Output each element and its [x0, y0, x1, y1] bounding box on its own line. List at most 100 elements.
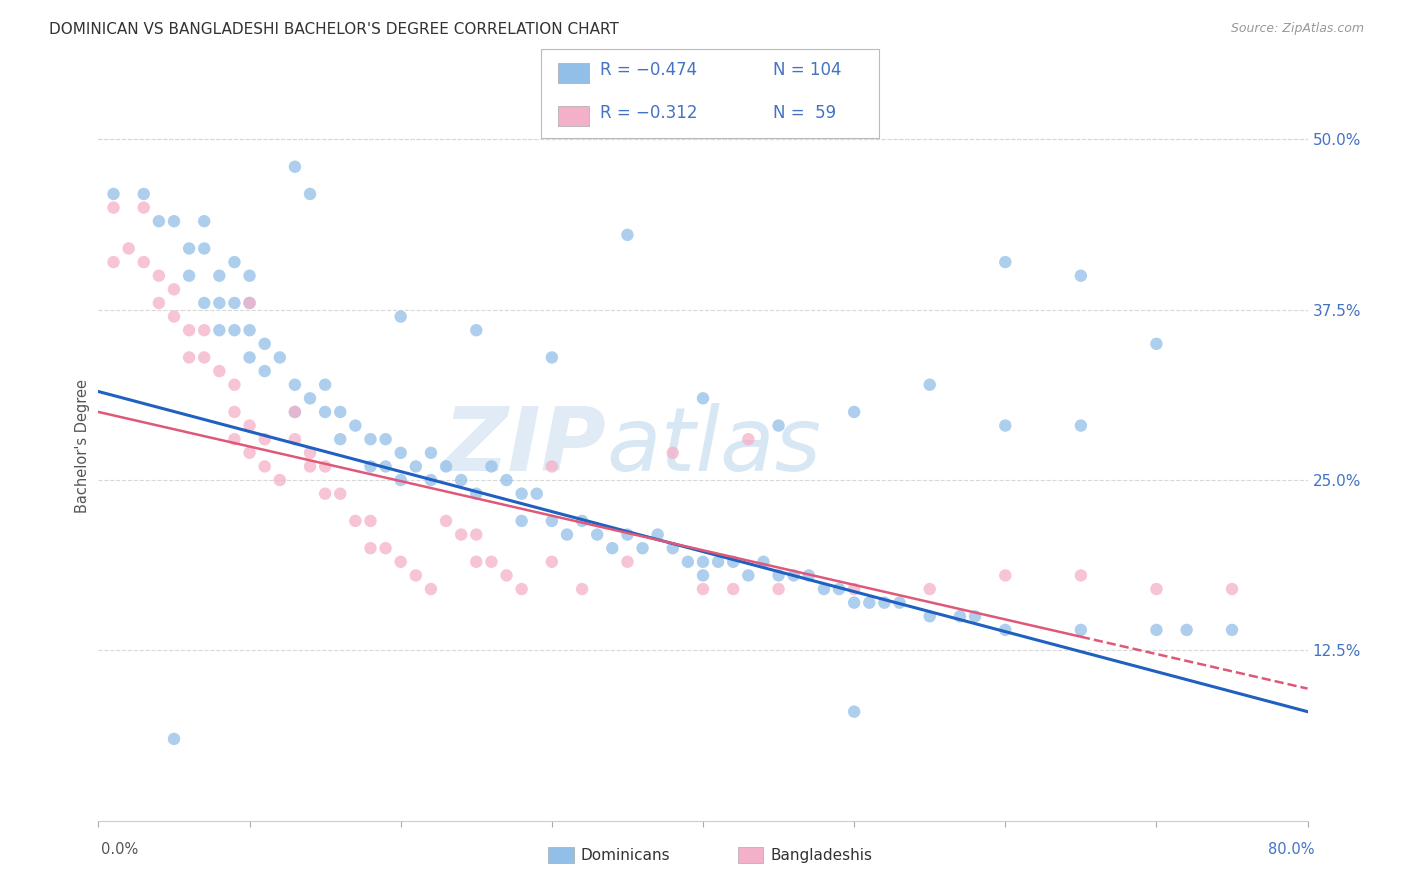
Text: atlas: atlas: [606, 403, 821, 489]
Point: [768, 582, 790, 596]
Point: [329, 486, 352, 500]
Point: [723, 582, 745, 596]
Point: [103, 255, 125, 269]
Point: [132, 186, 155, 201]
Point: [103, 186, 125, 201]
Point: [253, 459, 276, 474]
Point: [389, 555, 412, 569]
Point: [889, 596, 911, 610]
Point: [510, 486, 533, 500]
Point: [163, 214, 186, 228]
Point: [676, 555, 699, 569]
Point: [481, 555, 503, 569]
Point: [239, 296, 262, 310]
Point: [420, 473, 443, 487]
Point: [450, 473, 472, 487]
Point: [495, 568, 517, 582]
Point: [844, 596, 866, 610]
Point: [450, 527, 472, 541]
Point: [299, 446, 322, 460]
Point: [768, 418, 790, 433]
Point: [299, 392, 322, 406]
Point: [434, 459, 457, 474]
Text: R = −0.312: R = −0.312: [600, 104, 697, 122]
Point: [540, 459, 562, 474]
Point: [269, 473, 291, 487]
Point: [193, 214, 215, 228]
Point: [284, 405, 307, 419]
Point: [193, 242, 215, 256]
Point: [163, 310, 186, 324]
Point: [661, 446, 683, 460]
Point: [783, 568, 806, 582]
Point: [540, 514, 562, 528]
Point: [1146, 336, 1168, 351]
Point: [918, 582, 941, 596]
Point: [284, 160, 307, 174]
Point: [465, 527, 488, 541]
Point: [692, 392, 714, 406]
Point: [1070, 268, 1092, 283]
Point: [828, 582, 851, 596]
Point: [510, 582, 533, 596]
Point: [1220, 623, 1243, 637]
Y-axis label: Bachelor's Degree: Bachelor's Degree: [75, 379, 90, 513]
Point: [179, 323, 201, 337]
Point: [616, 527, 638, 541]
Point: [540, 351, 562, 365]
Point: [692, 555, 714, 569]
Point: [723, 555, 745, 569]
Point: [1175, 623, 1198, 637]
Point: [813, 582, 835, 596]
Point: [994, 255, 1017, 269]
Point: [389, 446, 412, 460]
Point: [405, 459, 427, 474]
Point: [239, 351, 262, 365]
Point: [707, 555, 730, 569]
Point: [148, 214, 170, 228]
Point: [994, 418, 1017, 433]
Point: [465, 323, 488, 337]
Point: [692, 568, 714, 582]
Text: N = 104: N = 104: [773, 62, 842, 79]
Text: DOMINICAN VS BANGLADESHI BACHELOR'S DEGREE CORRELATION CHART: DOMINICAN VS BANGLADESHI BACHELOR'S DEGR…: [49, 22, 619, 37]
Point: [495, 473, 517, 487]
Point: [253, 336, 276, 351]
Point: [314, 405, 336, 419]
Point: [360, 432, 382, 446]
Point: [1070, 623, 1092, 637]
Point: [224, 296, 246, 310]
Point: [918, 609, 941, 624]
Point: [284, 432, 307, 446]
Point: [631, 541, 654, 556]
Point: [389, 473, 412, 487]
Point: [540, 555, 562, 569]
Text: Bangladeshis: Bangladeshis: [770, 848, 873, 863]
Point: [208, 364, 231, 378]
Point: [873, 596, 896, 610]
Point: [208, 268, 231, 283]
Point: [752, 555, 775, 569]
Point: [329, 405, 352, 419]
Point: [510, 514, 533, 528]
Point: [299, 186, 322, 201]
Point: [571, 582, 593, 596]
Point: [434, 514, 457, 528]
Point: [586, 527, 609, 541]
Point: [1220, 582, 1243, 596]
Point: [193, 323, 215, 337]
Point: [360, 514, 382, 528]
Point: [1070, 418, 1092, 433]
Point: [163, 731, 186, 746]
Point: [616, 227, 638, 242]
Point: [1070, 568, 1092, 582]
Point: [571, 514, 593, 528]
Point: [692, 582, 714, 596]
Point: [1146, 582, 1168, 596]
Point: [239, 418, 262, 433]
Point: [465, 555, 488, 569]
Point: [179, 268, 201, 283]
Point: [994, 568, 1017, 582]
Point: [269, 351, 291, 365]
Point: [965, 609, 987, 624]
